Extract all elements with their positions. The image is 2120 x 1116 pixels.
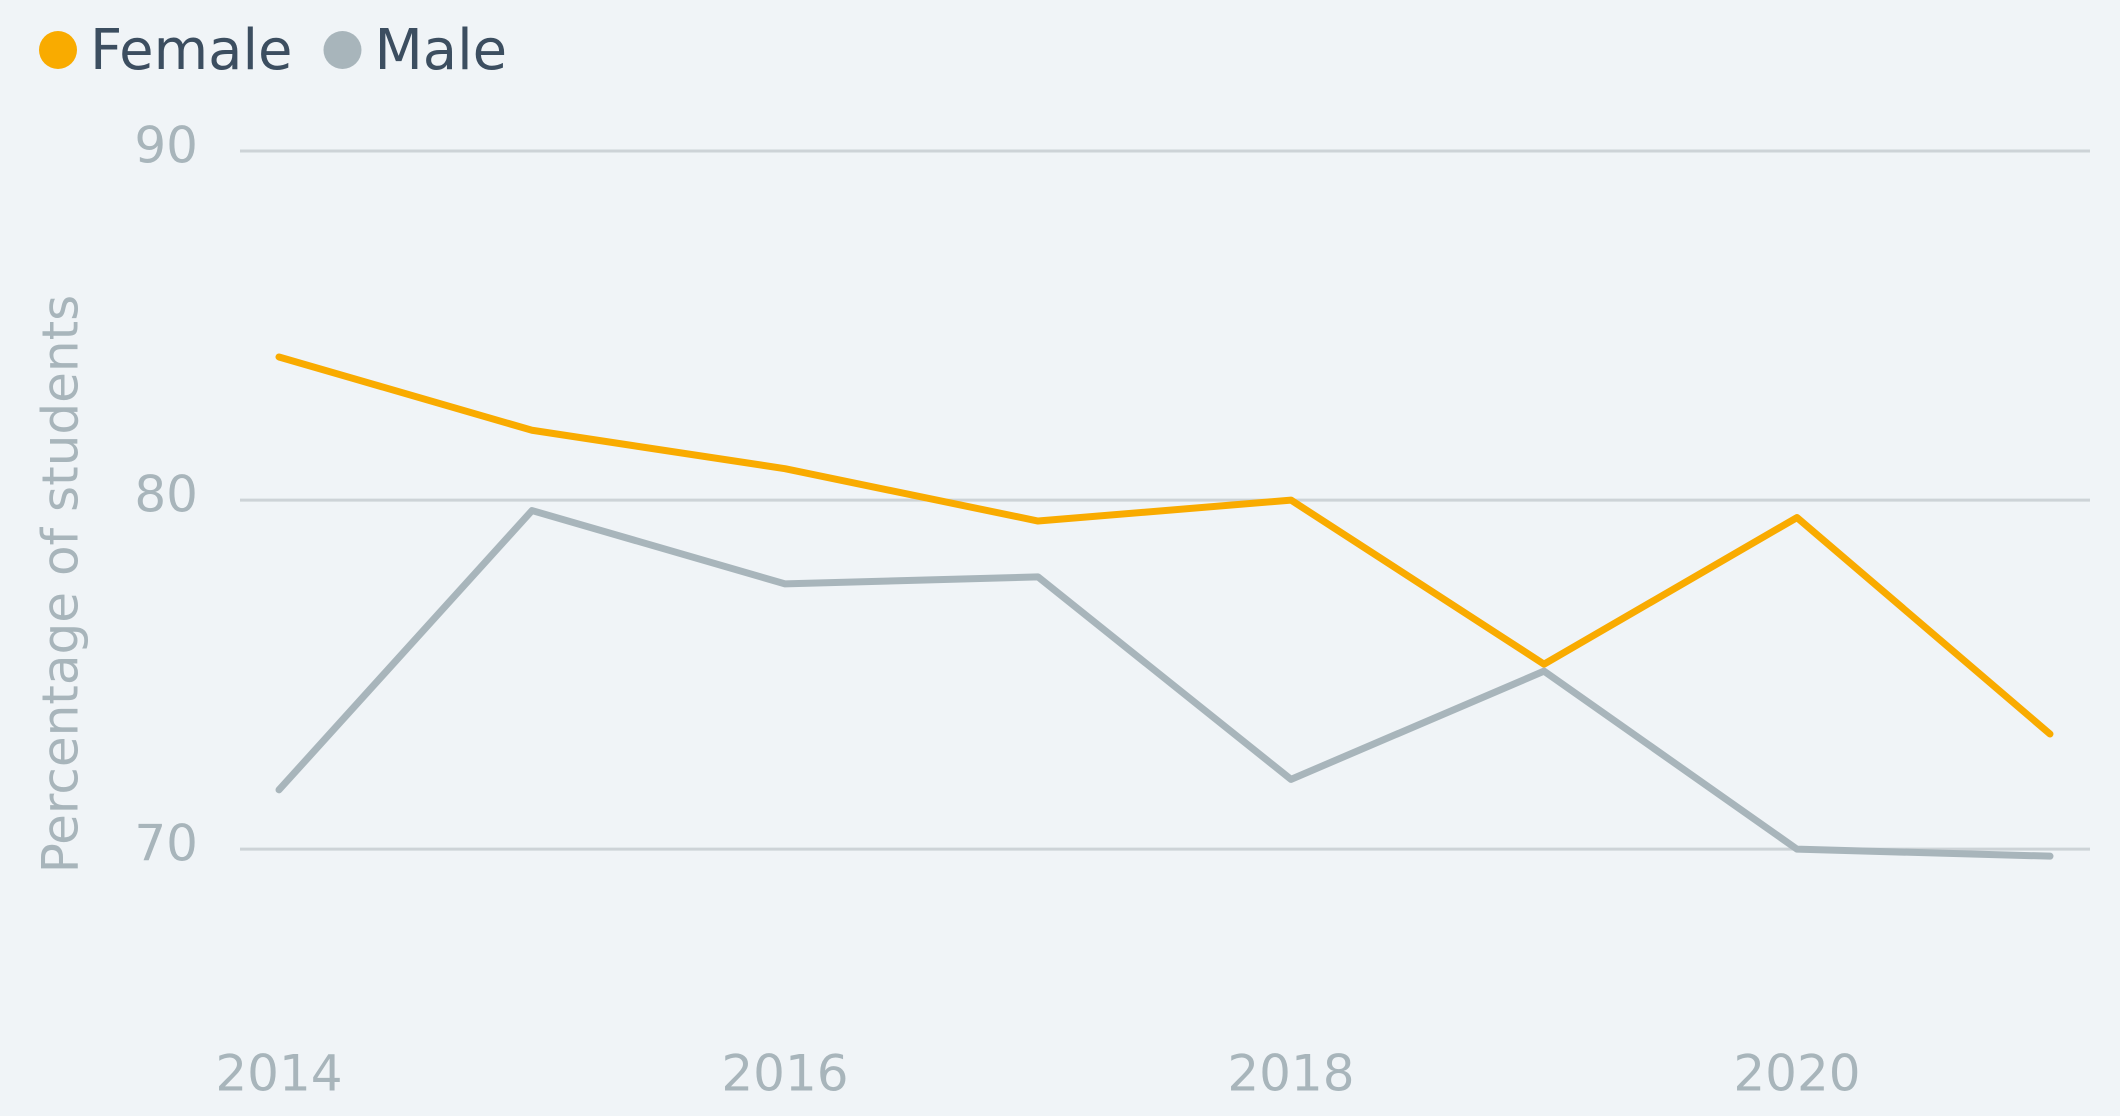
y-axis-title: Percentage of students	[32, 295, 90, 873]
legend-label: Male	[374, 18, 507, 83]
legend-marker	[39, 31, 77, 69]
y-tick-label: 90	[134, 117, 198, 175]
x-tick-label: 2020	[1733, 1045, 1860, 1103]
legend-marker	[323, 31, 362, 69]
legend-label: Female	[90, 18, 292, 83]
x-tick-label: 2016	[721, 1045, 848, 1103]
line	[275, 507, 2054, 860]
line	[275, 353, 2054, 738]
x-tick-label: 2014	[215, 1045, 342, 1103]
y-tick-label: 70	[134, 815, 198, 873]
x-tick-label: 2018	[1227, 1045, 1354, 1103]
y-tick-label: 80	[134, 466, 198, 524]
